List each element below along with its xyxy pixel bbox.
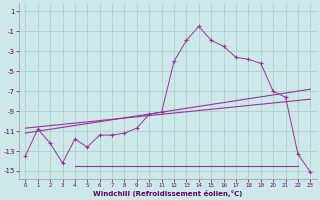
X-axis label: Windchill (Refroidissement éolien,°C): Windchill (Refroidissement éolien,°C) (93, 190, 243, 197)
